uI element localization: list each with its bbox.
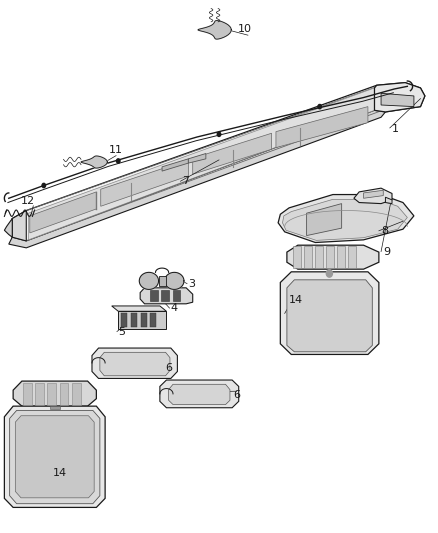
Polygon shape bbox=[188, 154, 206, 163]
Polygon shape bbox=[278, 195, 414, 243]
Polygon shape bbox=[276, 107, 368, 148]
Polygon shape bbox=[9, 110, 385, 248]
Polygon shape bbox=[15, 416, 94, 498]
Polygon shape bbox=[121, 313, 127, 327]
Text: 6: 6 bbox=[233, 391, 240, 400]
Polygon shape bbox=[364, 190, 383, 198]
Polygon shape bbox=[150, 290, 158, 301]
Polygon shape bbox=[140, 288, 193, 304]
Polygon shape bbox=[173, 290, 180, 301]
Circle shape bbox=[326, 270, 332, 277]
Text: 5: 5 bbox=[118, 327, 125, 336]
Polygon shape bbox=[81, 156, 107, 168]
Text: 3: 3 bbox=[188, 279, 195, 288]
Polygon shape bbox=[354, 188, 392, 204]
Polygon shape bbox=[287, 280, 372, 352]
Polygon shape bbox=[47, 383, 56, 405]
Polygon shape bbox=[23, 383, 32, 405]
Polygon shape bbox=[385, 197, 392, 204]
Polygon shape bbox=[159, 276, 166, 286]
Polygon shape bbox=[381, 93, 414, 107]
Polygon shape bbox=[12, 83, 425, 243]
Polygon shape bbox=[4, 406, 105, 507]
Text: 14: 14 bbox=[53, 469, 67, 478]
Text: 14: 14 bbox=[289, 295, 303, 305]
Polygon shape bbox=[10, 410, 100, 504]
Text: 11: 11 bbox=[109, 146, 123, 155]
Polygon shape bbox=[337, 246, 345, 268]
Polygon shape bbox=[139, 272, 159, 289]
Text: 12: 12 bbox=[21, 197, 35, 206]
Polygon shape bbox=[160, 380, 239, 408]
Polygon shape bbox=[280, 272, 379, 354]
Polygon shape bbox=[100, 352, 170, 376]
Text: 6: 6 bbox=[165, 363, 172, 373]
Polygon shape bbox=[101, 160, 188, 206]
Polygon shape bbox=[283, 199, 407, 240]
Polygon shape bbox=[92, 348, 177, 378]
Text: 8: 8 bbox=[381, 226, 388, 236]
Polygon shape bbox=[161, 290, 169, 301]
Polygon shape bbox=[165, 272, 184, 289]
Polygon shape bbox=[118, 311, 166, 329]
Polygon shape bbox=[348, 246, 356, 268]
Polygon shape bbox=[315, 246, 323, 268]
Polygon shape bbox=[198, 21, 231, 39]
Text: 10: 10 bbox=[237, 24, 251, 34]
Polygon shape bbox=[112, 306, 166, 311]
Polygon shape bbox=[4, 219, 12, 237]
Text: 7: 7 bbox=[182, 176, 189, 186]
Polygon shape bbox=[13, 381, 96, 406]
Circle shape bbox=[318, 104, 321, 109]
Text: 9: 9 bbox=[383, 247, 390, 256]
Polygon shape bbox=[307, 204, 342, 236]
Polygon shape bbox=[60, 383, 68, 405]
Polygon shape bbox=[162, 159, 188, 171]
Text: 1: 1 bbox=[392, 124, 399, 134]
Polygon shape bbox=[12, 211, 26, 241]
Polygon shape bbox=[150, 313, 156, 327]
Polygon shape bbox=[30, 192, 96, 233]
Polygon shape bbox=[131, 313, 137, 327]
Polygon shape bbox=[374, 83, 425, 112]
Polygon shape bbox=[169, 384, 230, 405]
Bar bbox=[50, 406, 60, 409]
Polygon shape bbox=[193, 133, 272, 174]
Polygon shape bbox=[287, 245, 379, 269]
Circle shape bbox=[117, 159, 120, 163]
Polygon shape bbox=[304, 246, 312, 268]
Polygon shape bbox=[28, 88, 374, 240]
Polygon shape bbox=[35, 383, 44, 405]
Circle shape bbox=[217, 132, 221, 136]
Circle shape bbox=[42, 183, 46, 188]
Polygon shape bbox=[141, 313, 147, 327]
Text: 4: 4 bbox=[171, 303, 178, 313]
Polygon shape bbox=[293, 246, 301, 268]
Polygon shape bbox=[326, 246, 334, 268]
Polygon shape bbox=[72, 383, 81, 405]
